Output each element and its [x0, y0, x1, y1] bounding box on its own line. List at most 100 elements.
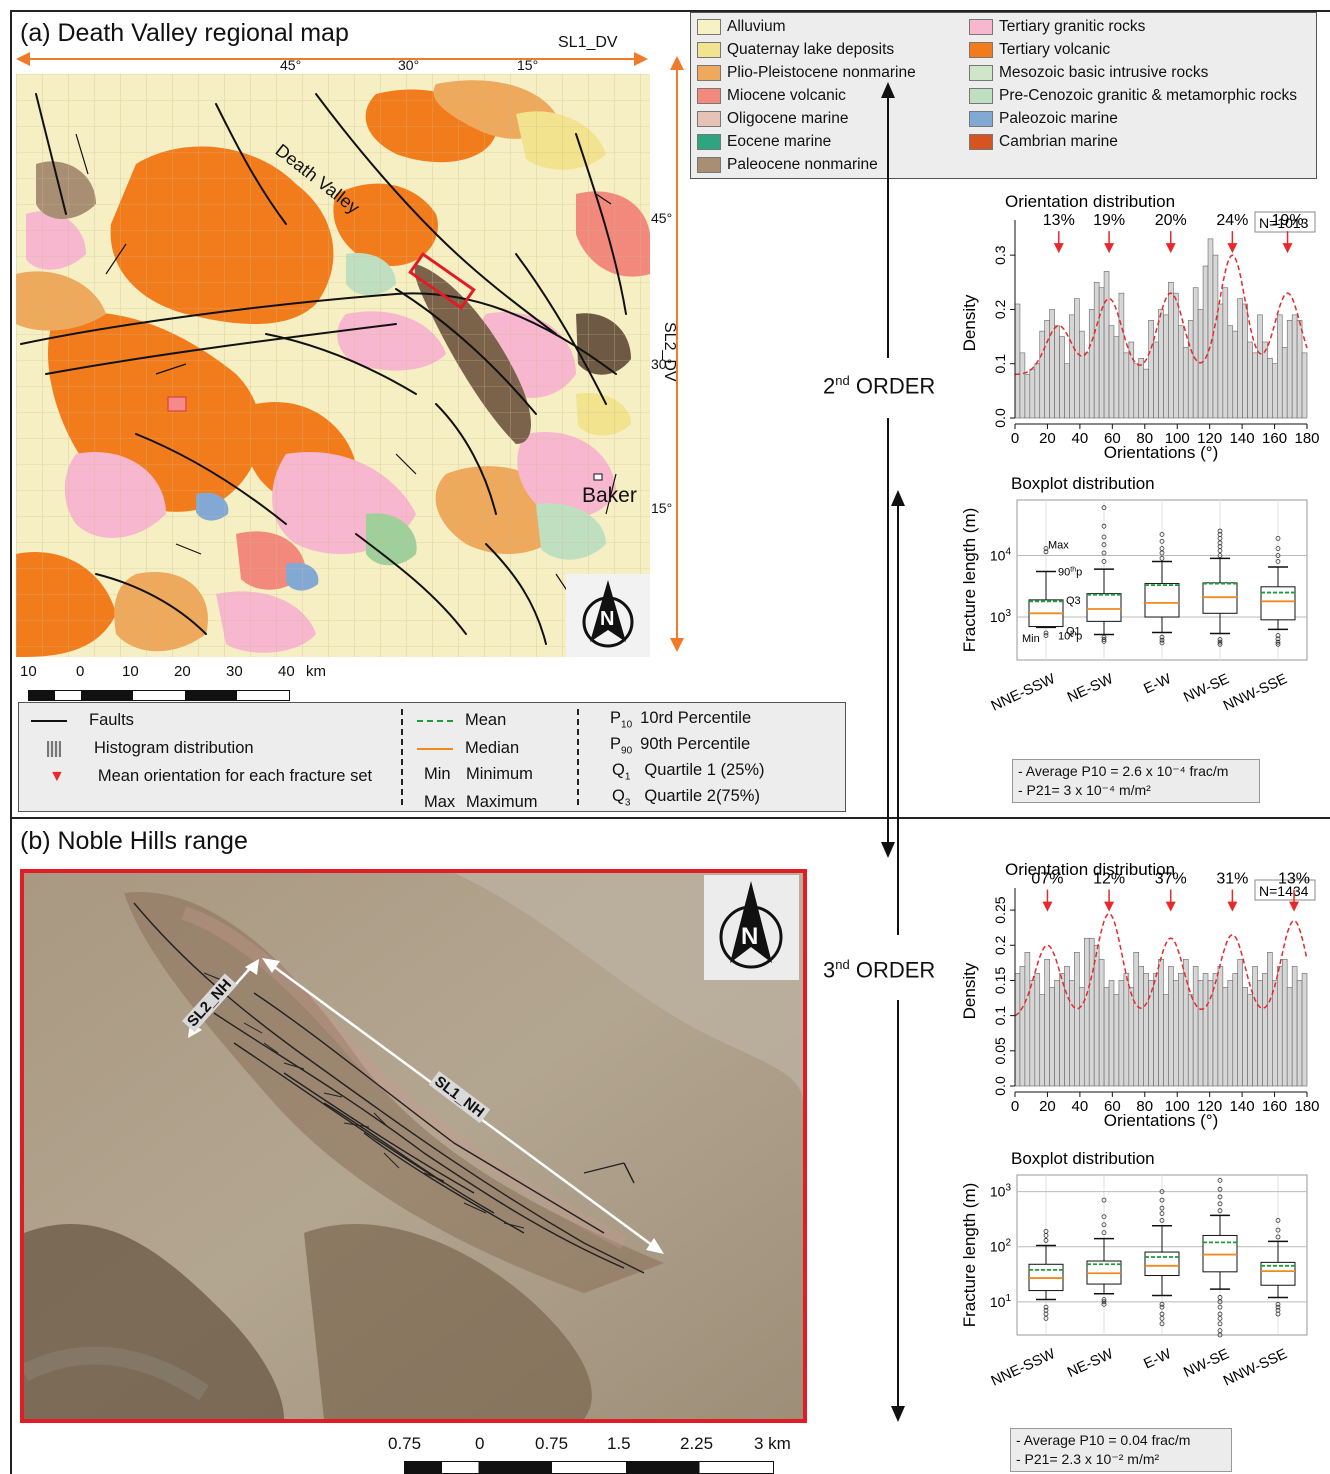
legend-swatch — [697, 64, 721, 81]
histogram-bar — [1163, 994, 1169, 1087]
top-tick-30: 30° — [398, 57, 420, 73]
legend-mean: Mean — [417, 711, 506, 730]
outlier — [1217, 1208, 1223, 1214]
mean-set-label: 07% — [1031, 871, 1063, 888]
geology-legend-item: Pre-Cenozoic granitic & metamorphic rock… — [969, 87, 1297, 105]
fit-curve — [1014, 912, 1308, 1017]
histogram-bar — [1286, 987, 1293, 1087]
sl1-dv-label: SL1_DV — [558, 34, 618, 51]
histogram-bar — [1049, 309, 1055, 419]
second-order-num: 2 — [823, 373, 836, 399]
histogram-bar — [1024, 374, 1031, 419]
histogram-bar — [1074, 951, 1080, 1087]
histogram-bar — [1267, 357, 1273, 419]
n-label-box — [1254, 211, 1316, 233]
note-b: - Average P10 = 0.04 frac/m - P21= 2.3 x… — [1010, 1428, 1232, 1472]
outlier — [1043, 1304, 1049, 1310]
geology-legend-item: Oligocene marine — [697, 110, 848, 128]
third-order-num: 3 — [823, 957, 836, 983]
mean-set-label: 20% — [1155, 212, 1187, 229]
legend-q1: Q1 Quartile 1 (25%) — [612, 761, 765, 782]
outlier — [1275, 633, 1281, 638]
legend-max-label: Maximum — [466, 793, 538, 811]
outlier — [1043, 1238, 1049, 1243]
histogram-bar — [1108, 980, 1115, 1087]
histogram-bar — [1153, 973, 1159, 1087]
legend-q3: Q3 Quartile 2(75%) — [612, 787, 760, 808]
histogram-bar — [1222, 287, 1229, 419]
right-tick-15: 15° — [651, 500, 673, 516]
legend-max-abbr: Max — [424, 793, 456, 811]
histogram-bar — [1168, 966, 1174, 1087]
x-category-label: E-W — [1141, 1346, 1174, 1373]
histogram-bar — [1187, 994, 1194, 1087]
legend-label: Alluvium — [727, 18, 786, 35]
histogram-bar — [1133, 951, 1140, 1087]
scale-a-40: 40 — [278, 663, 295, 680]
mean-set-label: 19% — [1272, 212, 1304, 229]
note-a-p10: - Average P10 = 2.6 x 10⁻⁴ frac/m — [1018, 763, 1229, 779]
histogram-bar — [1118, 980, 1125, 1087]
histogram-bar — [1272, 363, 1278, 419]
legend-label: Miocene volcanic — [727, 87, 846, 104]
legend-label: Mesozoic basic intrusive rocks — [999, 64, 1209, 81]
histogram-bar — [1118, 292, 1125, 419]
histogram-bar — [1168, 281, 1174, 419]
legend-mean-orientation: ▼ Mean orientation for each fracture set — [31, 767, 372, 786]
histogram-bar — [1138, 357, 1144, 419]
outlier — [1101, 542, 1107, 548]
panel-a-title: (a) Death Valley regional map — [20, 19, 349, 47]
death-valley-map[interactable]: Death Valley Baker N — [16, 74, 650, 657]
y-tick-label: 101 — [990, 1293, 1012, 1310]
x-tick-label: 20 — [1039, 1098, 1056, 1115]
legend-swatch — [969, 64, 993, 81]
histogram-bar — [1029, 368, 1036, 419]
legend-p10-label: 10rd Percentile — [640, 709, 752, 727]
histogram-bar — [1034, 973, 1041, 1087]
histogram-bar — [1252, 966, 1258, 1087]
outlier — [1217, 553, 1223, 558]
histogram-bar — [1103, 271, 1110, 419]
mean-arrow-head — [1053, 243, 1064, 254]
histogram-bar — [1301, 973, 1308, 1087]
legend-p10-abbr: P — [610, 709, 622, 727]
histogram-bar — [1237, 298, 1243, 419]
box — [1144, 583, 1180, 618]
scale-a-30: 30 — [226, 663, 243, 680]
second-order-sup: nd — [835, 373, 850, 388]
outlier — [1159, 550, 1165, 556]
outlier — [1159, 1197, 1165, 1203]
outlier — [1159, 1189, 1165, 1194]
n-label: N=1013 — [1259, 215, 1309, 231]
legend-swatch — [969, 87, 993, 104]
histogram-bar — [1024, 951, 1031, 1087]
geology-legend-item: Miocene volcanic — [697, 87, 846, 105]
histogram-bar — [1197, 309, 1204, 419]
outlier — [1101, 1301, 1107, 1307]
annot-p10-tail: p — [1076, 630, 1082, 642]
north-arrow-icon — [582, 580, 634, 648]
noble-hills-satellite[interactable]: SL1_NH SL2_NH N — [20, 869, 807, 1423]
histogram-bar — [1296, 319, 1303, 419]
histogram-bar — [1083, 937, 1090, 1087]
red-arrow-icon: ▼ — [49, 768, 65, 785]
legend-label: Quaternay lake deposits — [727, 41, 895, 58]
panel-b-title: (b) Noble Hills range — [20, 827, 248, 855]
y-tick-label: 0.2 — [992, 299, 1008, 319]
geology-legend-item: Alluvium — [697, 18, 786, 36]
mean-set-label: 24% — [1216, 212, 1248, 229]
legend-q3-abbr: Q — [612, 787, 625, 805]
outlier — [1101, 1214, 1107, 1220]
histogram-bar — [1207, 238, 1214, 419]
annot-p10-suffix: th — [1070, 630, 1076, 637]
x-category-label: NE-SW — [1065, 1346, 1116, 1381]
outlier — [1159, 637, 1165, 643]
scale-b-0: 0 — [475, 1434, 485, 1453]
panel-a-frame — [10, 10, 1330, 818]
north-arrow-letter: N — [600, 608, 615, 630]
orientation-histogram-dv: Orientation distribution N=1013 0 20 40 60 80 1… — [960, 192, 1320, 462]
scale-a-labels: 10 0 10 20 30 40 km — [16, 663, 356, 683]
histogram-bar — [1252, 352, 1258, 419]
legend-mean-label: Mean — [465, 711, 507, 729]
outlier — [1217, 1177, 1223, 1183]
